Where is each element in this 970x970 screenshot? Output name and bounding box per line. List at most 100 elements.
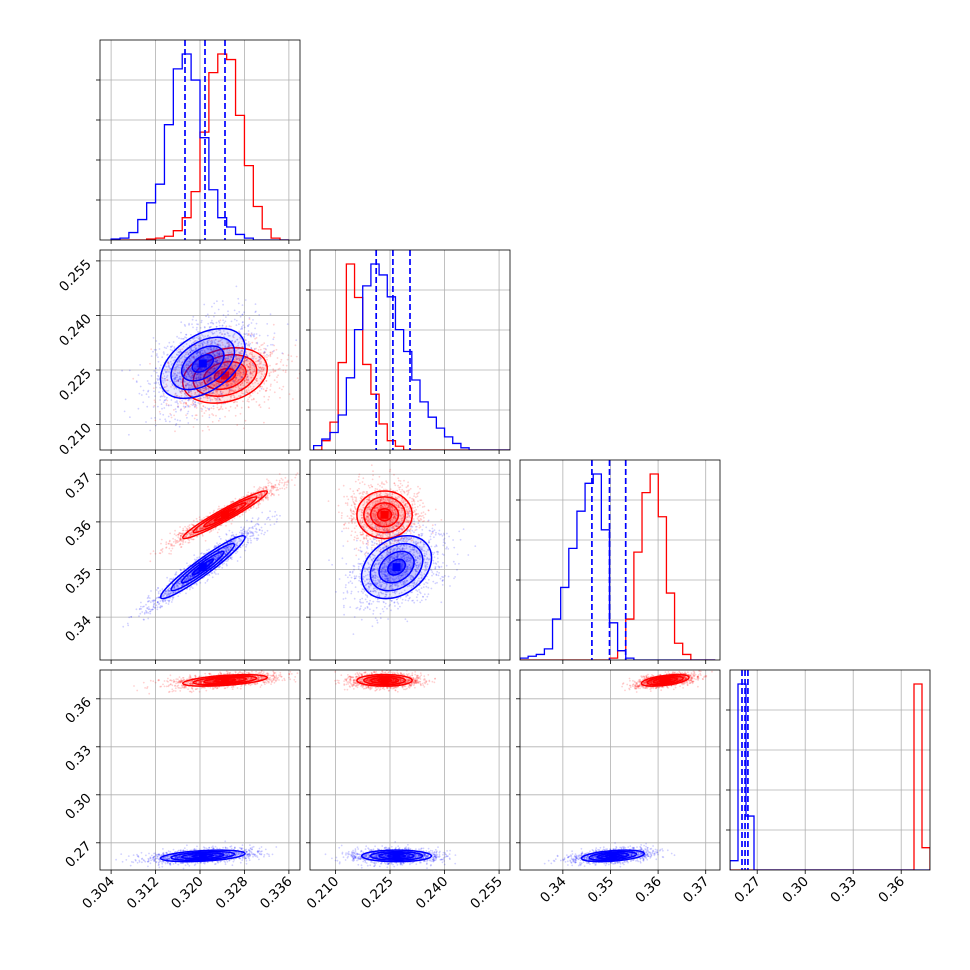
scatter-point — [202, 357, 205, 360]
scatter-point — [240, 350, 243, 352]
scatter-point — [182, 583, 185, 586]
scatter-point — [214, 555, 217, 558]
scatter-point — [255, 494, 257, 497]
scatter-point — [210, 342, 213, 345]
scatter-point — [267, 496, 269, 499]
scatter-point — [208, 386, 210, 388]
scatter-point — [174, 367, 177, 369]
scatter-point — [180, 578, 182, 581]
scatter-point — [258, 366, 261, 369]
scatter-point — [216, 359, 219, 362]
scatter-point — [182, 583, 185, 585]
scatter-point — [158, 410, 161, 413]
scatter-point — [247, 369, 249, 372]
scatter-point — [226, 331, 229, 334]
scatter-point — [255, 357, 257, 360]
scatter-point — [259, 356, 262, 358]
scatter-point — [251, 341, 254, 344]
scatter-point — [241, 376, 244, 379]
scatter-point — [212, 383, 215, 386]
scatter-point — [170, 553, 172, 555]
scatter-point — [197, 365, 200, 368]
scatter-point — [240, 356, 242, 359]
scatter-point — [201, 349, 204, 352]
scatter-point — [198, 389, 201, 391]
scatter-point — [176, 361, 179, 363]
scatter-point — [205, 315, 208, 318]
scatter-point — [246, 369, 249, 372]
scatter-point — [193, 357, 196, 359]
scatter-point — [208, 409, 211, 411]
scatter-point — [204, 389, 207, 391]
scatter-point — [237, 297, 240, 300]
scatter-point — [225, 382, 228, 385]
scatter-point — [160, 403, 163, 405]
scatter-point — [243, 380, 246, 382]
scatter-point — [250, 531, 253, 534]
scatter-point — [213, 363, 215, 365]
scatter-point — [197, 374, 200, 376]
scatter-point — [199, 377, 202, 380]
scatter-point — [265, 496, 268, 499]
scatter-point — [192, 402, 195, 405]
scatter-point — [138, 392, 141, 395]
scatter-point — [215, 360, 218, 363]
scatter-point — [240, 377, 242, 380]
scatter-point — [266, 356, 268, 358]
scatter-point — [227, 345, 230, 348]
scatter-point — [191, 356, 194, 359]
scatter-point — [212, 521, 214, 523]
scatter-point — [153, 348, 156, 351]
scatter-point — [199, 352, 201, 355]
scatter-point — [193, 349, 195, 351]
scatter-point — [163, 353, 165, 355]
scatter-point — [219, 339, 222, 342]
scatter-point — [246, 500, 249, 503]
scatter-point — [213, 368, 216, 370]
scatter-point — [208, 522, 211, 525]
scatter-point — [213, 377, 216, 380]
scatter-point — [249, 499, 252, 502]
scatter-point — [202, 335, 204, 337]
scatter-point — [214, 342, 217, 345]
scatter-point — [178, 372, 181, 375]
scatter-point — [246, 373, 249, 376]
scatter-point — [252, 397, 255, 400]
scatter-point — [213, 509, 215, 512]
scatter-point — [272, 369, 275, 372]
scatter-point — [189, 351, 192, 354]
scatter-point — [216, 531, 219, 534]
scatter-point — [269, 313, 272, 316]
scatter-point — [219, 417, 221, 420]
scatter-point — [166, 385, 169, 387]
scatter-point — [241, 304, 244, 306]
scatter-point — [192, 533, 194, 535]
scatter-point — [181, 379, 184, 381]
scatter-point — [242, 495, 245, 498]
scatter-point — [261, 494, 264, 497]
scatter-point — [216, 347, 218, 350]
scatter-point — [169, 367, 171, 370]
scatter-point — [264, 486, 267, 489]
scatter-point — [200, 407, 203, 410]
scatter-point — [240, 504, 243, 507]
scatter-point — [189, 575, 192, 578]
scatter-point — [159, 399, 162, 401]
scatter-point — [182, 367, 185, 369]
scatter-point — [242, 371, 245, 374]
scatter-point — [182, 390, 184, 393]
scatter-point — [180, 357, 183, 359]
scatter-point — [208, 407, 211, 410]
scatter-point — [123, 410, 126, 413]
scatter-point — [187, 391, 190, 394]
scatter-point — [279, 487, 281, 490]
scatter-point — [206, 549, 209, 552]
scatter-point — [270, 491, 272, 494]
scatter-point — [266, 478, 268, 481]
scatter-point — [241, 328, 244, 330]
scatter-point — [124, 398, 127, 401]
scatter-point — [144, 611, 146, 614]
scatter-point — [230, 396, 233, 399]
scatter-point — [241, 321, 244, 324]
scatter-point — [194, 403, 197, 406]
